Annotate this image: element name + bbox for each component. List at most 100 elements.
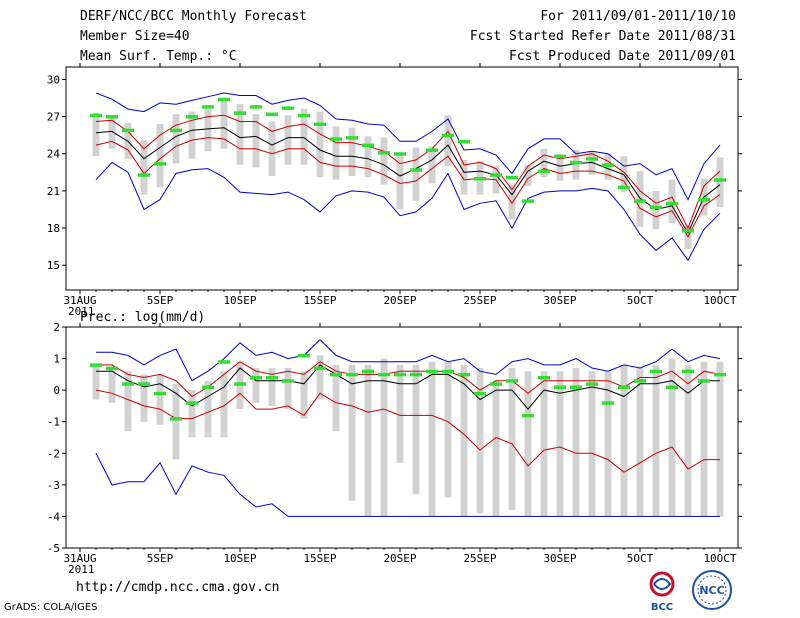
spread-box [588,371,596,517]
forecast-marker [698,379,710,383]
spread-box [364,136,372,178]
forecast-marker [122,128,134,133]
forecast-marker [634,379,646,383]
spread-box [524,164,532,186]
spread-box [380,137,388,185]
forecast-marker [298,113,310,118]
ncc-logo: NCC [692,570,732,610]
forecast-marker [106,115,118,119]
spread-box [380,358,388,517]
source-url[interactable]: http://cmdp.ncc.cma.gov.cn [76,580,280,595]
forecast-marker [378,150,390,155]
forecast-marker [474,177,486,181]
forecast-marker [218,360,230,364]
spread-box [236,104,244,165]
forecast-marker [394,372,406,377]
forecast-marker [314,366,326,371]
series-upper-spread [96,361,721,398]
forecast-period: For 2011/09/01-2011/10/10 [540,9,736,24]
forecast-marker [202,385,214,389]
forecast-marker [282,379,294,383]
variable-label: Mean Surf. Temp.: °C [80,49,237,64]
y-tick-label: 1 [53,353,60,366]
series-lower-spread [95,137,721,238]
forecast-marker [218,97,230,102]
x-tick-label: 10OCT [703,294,736,307]
forecast-marker [186,115,198,119]
x-year-label: 2011 [68,563,95,576]
forecast-marker [410,372,422,377]
spread-box [652,190,660,230]
forecast-marker [458,372,470,377]
forecast-marker [410,168,422,172]
spread-box [508,368,516,511]
forecast-title: DERF/NCC/BCC Monthly Forecast [80,9,307,24]
y-tick-label: 2 [53,321,60,334]
spread-box [268,121,276,177]
forecast-marker [90,113,102,118]
spread-box [124,371,132,432]
x-tick-label: 31AUG [63,294,96,307]
forecast-marker [266,112,278,117]
spread-box [252,368,260,403]
forecast-marker [250,105,262,109]
forecast-marker [234,111,246,115]
x-tick-label: 20SEP [383,552,416,565]
spread-box [348,364,356,501]
forecast-marker [138,382,150,386]
x-tick-label: 5OCT [627,294,654,307]
forecast-marker [314,122,326,126]
forecast-marker [442,369,454,374]
member-size: Member Size=40 [80,29,190,44]
series-upper-spread [95,114,721,230]
spread-box [428,146,436,184]
spread-box [396,364,404,463]
spread-box [668,179,676,224]
bcc-logo-text: BCC [651,602,673,613]
forecast-marker [122,382,134,386]
spread-box [716,157,724,207]
spread-box [476,368,484,514]
forecast-marker [682,229,694,233]
spread-box [524,371,532,517]
spread-box [444,115,452,167]
spread-box [108,116,116,149]
spread-box [460,159,468,195]
logos: BCC NCC [649,570,732,613]
y-tick-label: 0 [53,384,60,397]
spread-box [540,371,548,517]
forecast-marker [714,372,726,377]
spread-box [684,364,692,517]
series-member-max [96,338,721,382]
spread-box [716,361,724,517]
x-tick-label: 5SEP [147,294,174,307]
spread-box [556,371,564,517]
x-tick-label: 31AUG [63,552,96,565]
x-tick-label: 25SEP [463,294,496,307]
spread-box [316,111,324,178]
spread-box [620,364,628,517]
spread-box [284,368,292,410]
series-ensemble-mean [95,127,721,235]
forecast-marker [90,363,102,367]
spread-box [300,371,308,419]
spread-box [316,355,324,400]
spread-box [668,358,676,517]
forecast-marker [394,152,406,156]
forecast-marker [634,199,646,203]
spread-box [300,109,308,165]
forecast-marker [538,169,550,174]
start-date: Fcst Started Refer Date 2011/08/31 [469,29,736,44]
header-left: DERF/NCC/BCC Monthly Forecast Member Siz… [80,8,307,68]
forecast-marker [298,353,310,358]
series-member-min [95,453,720,517]
spread-box [92,364,100,400]
spread-box [332,126,340,180]
ncc-logo-text: NCC [699,584,724,597]
forecast-marker [570,160,582,165]
forecast-marker [554,154,566,159]
spread-box [268,368,276,406]
forecast-marker [474,391,486,396]
forecast-marker [346,372,358,377]
